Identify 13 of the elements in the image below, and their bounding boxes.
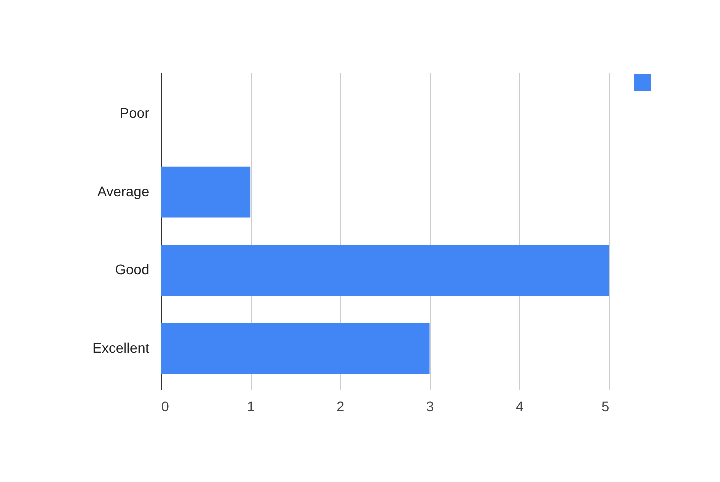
x-tick-label: 3	[426, 398, 434, 414]
y-tick-label: Good	[115, 262, 150, 278]
y-tick-label: Poor	[120, 105, 150, 122]
x-tick-label: 1	[247, 398, 256, 414]
x-tick-label: 4	[516, 398, 524, 414]
x-tick-label: 0	[162, 398, 170, 414]
x-tick-label: 5	[602, 398, 610, 414]
x-tick-label: 2	[336, 398, 345, 414]
y-tick-label: Excellent	[92, 340, 150, 356]
bar	[161, 323, 430, 374]
bar	[161, 166, 251, 218]
y-tick-label: Average	[98, 183, 150, 200]
bar	[161, 245, 609, 296]
